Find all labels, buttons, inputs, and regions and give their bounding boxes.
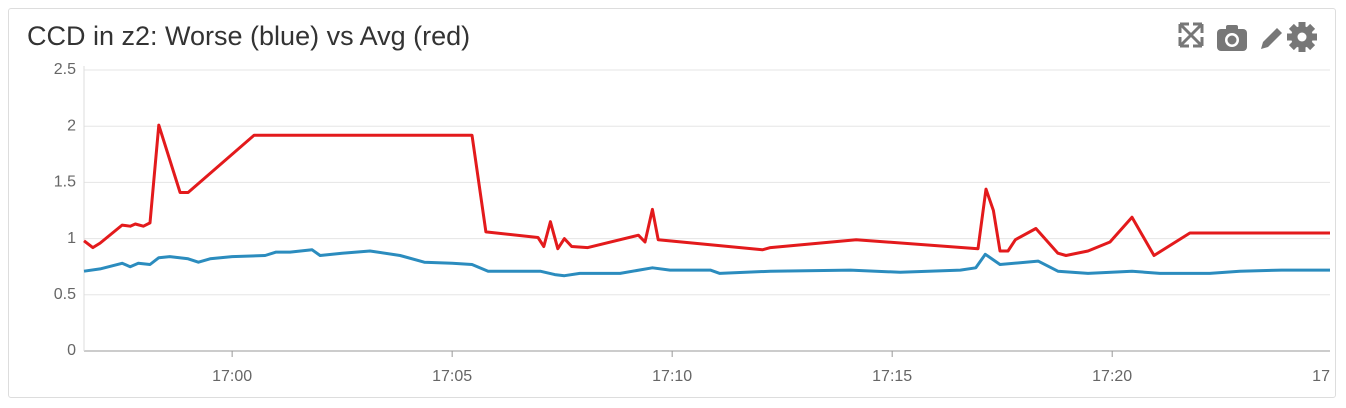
title-bar: CCD in z2: Worse (blue) vs Avg (red)	[9, 9, 1335, 63]
x-tick-label: 17:20	[1092, 368, 1132, 385]
series-line	[83, 123, 1330, 257]
toolbar	[1178, 22, 1317, 52]
x-tick-label: 17:00	[212, 368, 252, 385]
x-tick-label: 17:05	[432, 368, 472, 385]
plot-area: 0 0.5 1 1.5 2 2.5 17:00 17:05 17:10 17:15 17:20 17:…	[54, 61, 1346, 385]
y-tick-label: 0.5	[54, 286, 76, 303]
y-tick-label: 2.5	[54, 61, 76, 78]
y-tick-label: 2	[67, 117, 76, 134]
y-tick-label: 0	[67, 342, 76, 359]
x-tick-label: 17:10	[652, 368, 692, 385]
edit-icon[interactable]	[1261, 28, 1282, 49]
y-tick-label: 1.5	[54, 174, 76, 191]
settings-icon[interactable]	[1287, 22, 1317, 52]
camera-icon[interactable]	[1217, 25, 1247, 51]
widget-title: CCD in z2: Worse (blue) vs Avg (red)	[27, 21, 471, 51]
series-line	[83, 248, 1330, 278]
x-tick-label: 17:15	[872, 368, 912, 385]
x-tick-label: 17:25	[1312, 368, 1346, 385]
y-tick-label: 1	[67, 230, 76, 247]
fullscreen-icon[interactable]	[1178, 22, 1204, 48]
widget: CCD in z2: Worse (blue) vs Avg (red)	[8, 8, 1336, 398]
